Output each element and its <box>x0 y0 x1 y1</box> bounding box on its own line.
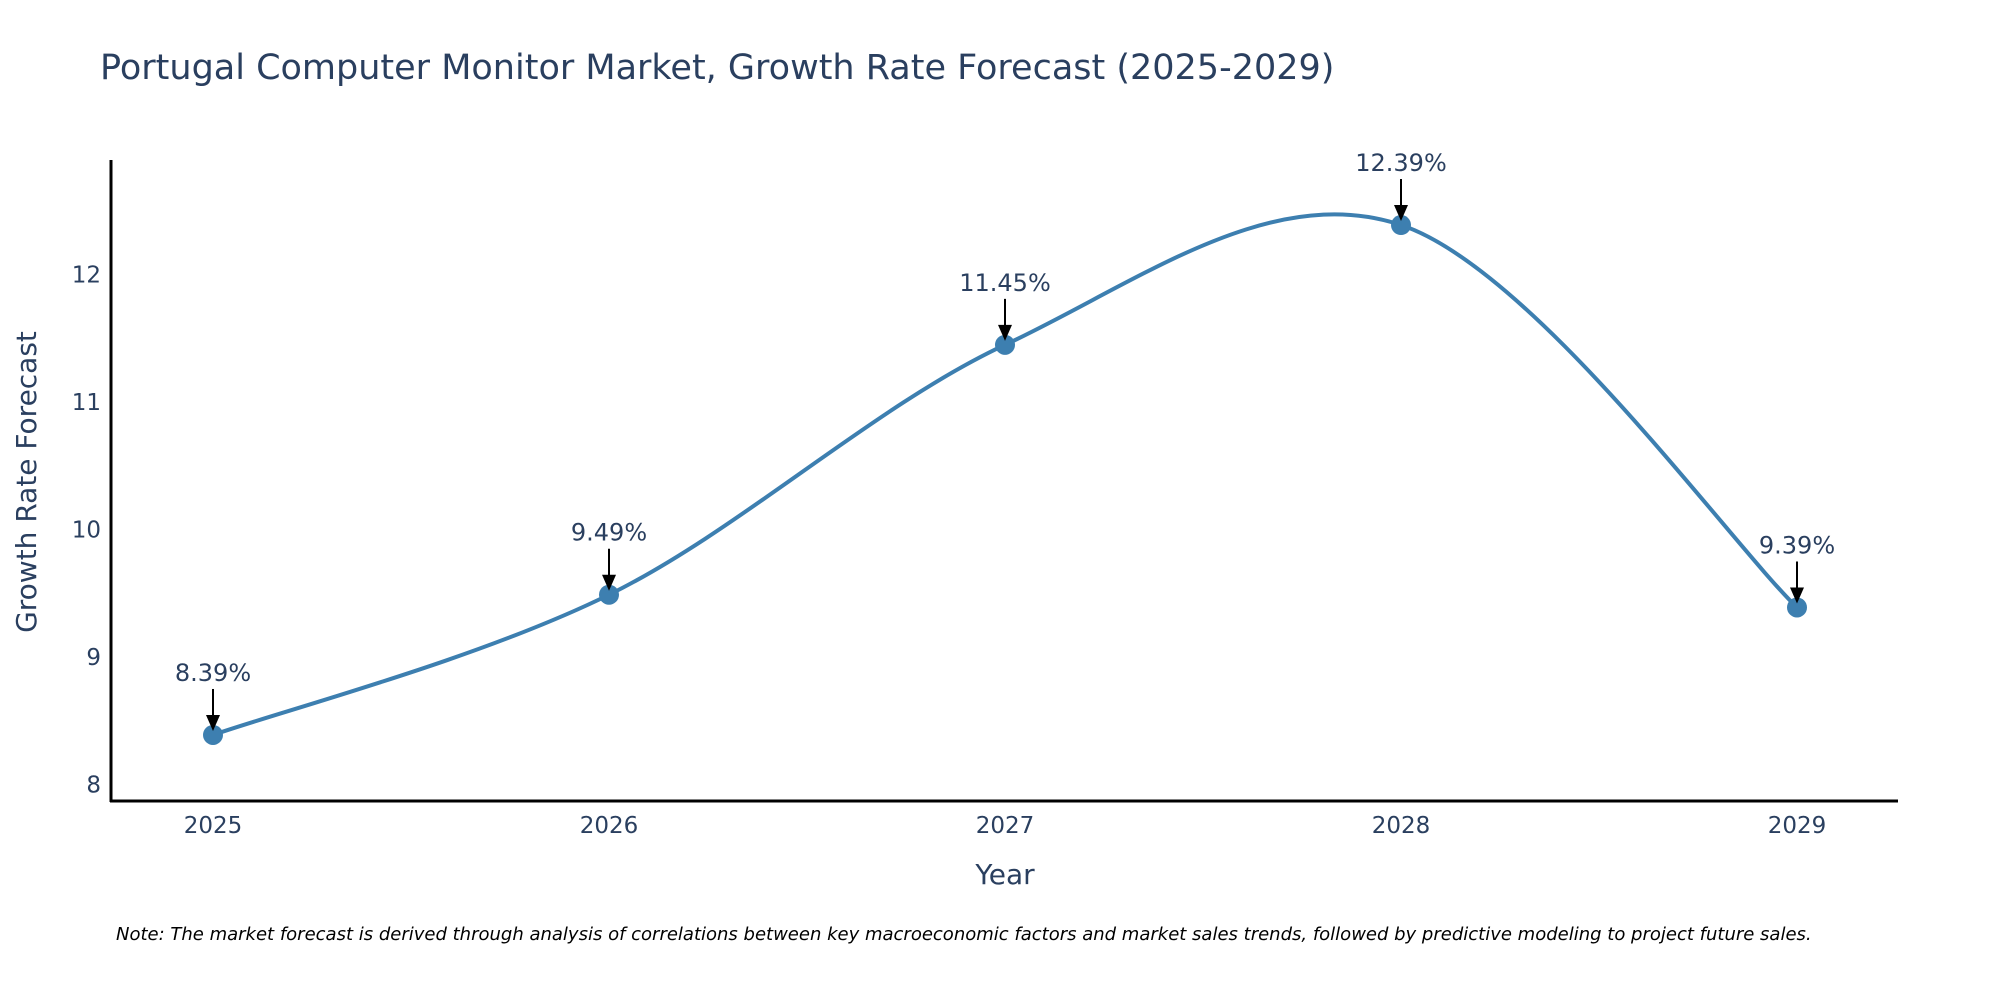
data-point-marker[interactable] <box>599 584 619 605</box>
annotation-arrow-head <box>1790 587 1804 604</box>
data-point-marker[interactable] <box>203 724 223 745</box>
x-tick-label: 2025 <box>184 813 243 839</box>
data-label: 12.39% <box>1355 149 1447 177</box>
annotation-arrow-head <box>998 324 1012 341</box>
data-label: 8.39% <box>175 659 251 687</box>
y-axis-title: Growth Rate Forecast <box>10 331 43 633</box>
data-point-marker[interactable] <box>1787 597 1807 618</box>
data-point-marker[interactable] <box>995 334 1015 355</box>
data-point-marker[interactable] <box>1391 215 1411 236</box>
y-tick-label: 10 <box>72 518 101 544</box>
y-tick-label: 9 <box>86 645 101 671</box>
y-tick-label: 12 <box>72 263 101 289</box>
plot-area: 8.39% 9.49% 11.45% 12.39% 9.39% <box>175 149 1835 745</box>
series-line <box>212 212 1799 737</box>
y-tick-label: 11 <box>72 390 101 416</box>
y-tick-label: 8 <box>86 773 101 799</box>
y-axis-ticks: 8 9 10 11 12 <box>72 263 101 799</box>
footnote: Note: The market forecast is derived thr… <box>116 924 1812 945</box>
data-label: 9.39% <box>1759 531 1835 559</box>
chart-title: Portugal Computer Monitor Market, Growth… <box>100 48 1334 88</box>
annotation-arrow-head <box>206 714 220 731</box>
x-axis-ticks: 2025 2026 2027 2028 2029 <box>184 813 1827 839</box>
x-tick-label: 2027 <box>976 813 1035 839</box>
x-axis-title: Year <box>974 858 1035 891</box>
x-tick-label: 2029 <box>1768 813 1827 839</box>
x-tick-label: 2026 <box>580 813 639 839</box>
data-label: 11.45% <box>959 269 1051 297</box>
annotation-arrow-head <box>1394 205 1408 222</box>
data-label: 9.49% <box>571 519 647 547</box>
x-tick-label: 2028 <box>1372 813 1431 839</box>
annotation-arrow-head <box>602 574 616 591</box>
